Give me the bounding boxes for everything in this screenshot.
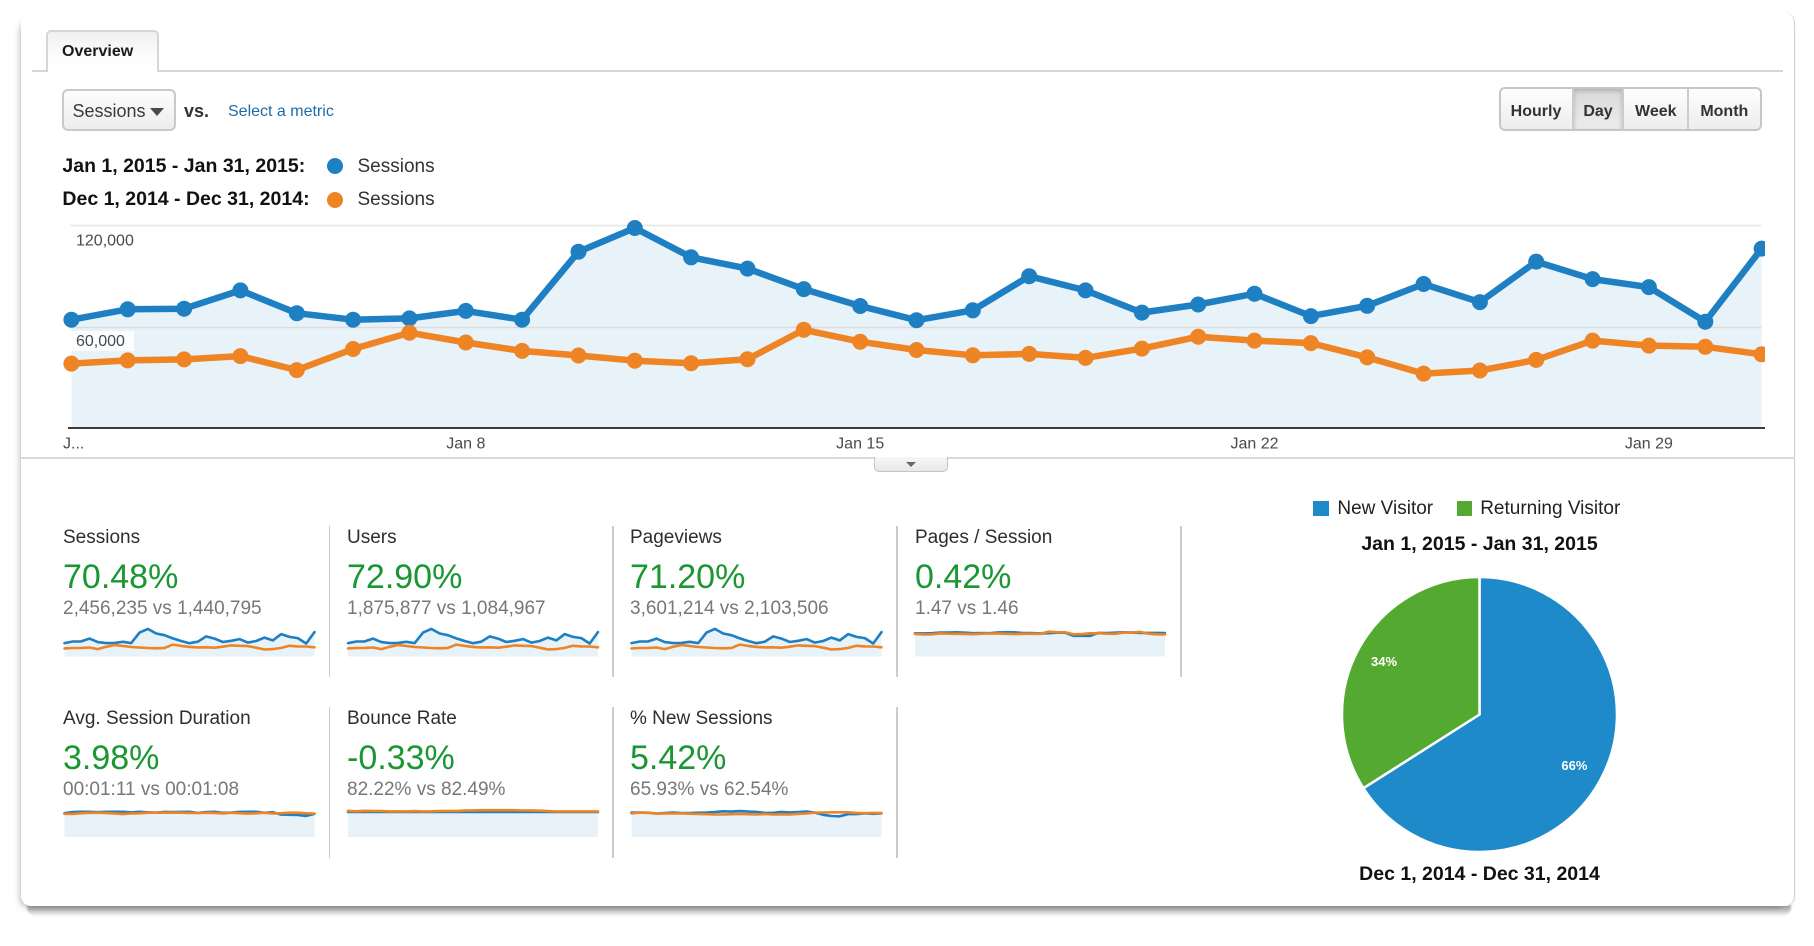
svg-text:60,000: 60,000 [76,333,125,350]
svg-text:Jan 22: Jan 22 [1230,436,1278,453]
svg-text:66%: 66% [1561,758,1587,773]
svg-text:Jan 15: Jan 15 [836,436,884,453]
svg-text:Jan 29: Jan 29 [1625,436,1673,453]
svg-text:Jan 8: Jan 8 [446,436,485,453]
svg-text:34%: 34% [1371,654,1397,669]
svg-text:J...: J... [63,436,84,453]
svg-text:120,000: 120,000 [76,233,134,250]
